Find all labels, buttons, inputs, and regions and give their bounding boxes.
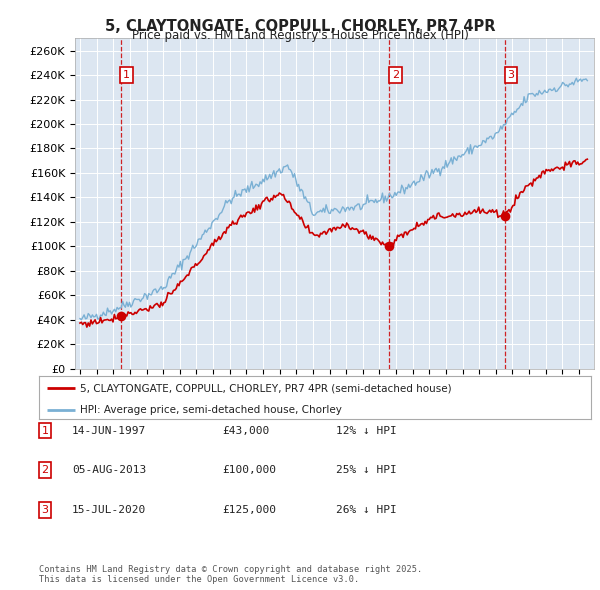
Text: 3: 3 bbox=[508, 70, 514, 80]
Text: 26% ↓ HPI: 26% ↓ HPI bbox=[336, 505, 397, 514]
Text: £100,000: £100,000 bbox=[222, 466, 276, 475]
Text: 1: 1 bbox=[41, 426, 49, 435]
Text: 12% ↓ HPI: 12% ↓ HPI bbox=[336, 426, 397, 435]
Text: 05-AUG-2013: 05-AUG-2013 bbox=[72, 466, 146, 475]
Text: 5, CLAYTONGATE, COPPULL, CHORLEY, PR7 4PR: 5, CLAYTONGATE, COPPULL, CHORLEY, PR7 4P… bbox=[105, 19, 495, 34]
Text: 15-JUL-2020: 15-JUL-2020 bbox=[72, 505, 146, 514]
Text: £125,000: £125,000 bbox=[222, 505, 276, 514]
Text: 5, CLAYTONGATE, COPPULL, CHORLEY, PR7 4PR (semi-detached house): 5, CLAYTONGATE, COPPULL, CHORLEY, PR7 4P… bbox=[80, 384, 452, 394]
Text: 3: 3 bbox=[41, 505, 49, 514]
Text: Price paid vs. HM Land Registry's House Price Index (HPI): Price paid vs. HM Land Registry's House … bbox=[131, 30, 469, 42]
Text: 2: 2 bbox=[392, 70, 399, 80]
Text: 1: 1 bbox=[123, 70, 130, 80]
Text: Contains HM Land Registry data © Crown copyright and database right 2025.
This d: Contains HM Land Registry data © Crown c… bbox=[39, 565, 422, 584]
Text: HPI: Average price, semi-detached house, Chorley: HPI: Average price, semi-detached house,… bbox=[80, 405, 342, 415]
Text: 25% ↓ HPI: 25% ↓ HPI bbox=[336, 466, 397, 475]
Text: 2: 2 bbox=[41, 466, 49, 475]
Text: £43,000: £43,000 bbox=[222, 426, 269, 435]
Text: 14-JUN-1997: 14-JUN-1997 bbox=[72, 426, 146, 435]
